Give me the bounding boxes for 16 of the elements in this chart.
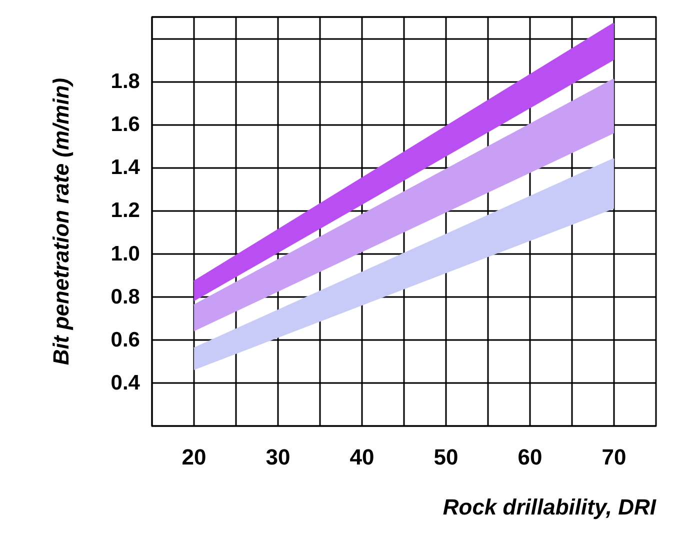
x-tick-label: 70: [602, 444, 626, 470]
x-tick-label: 30: [266, 444, 290, 470]
y-tick-label: 1.4: [110, 156, 140, 180]
y-tick-label: 1.0: [110, 242, 140, 266]
x-tick-label: 50: [434, 444, 458, 470]
y-tick-label: 1.2: [110, 199, 140, 222]
y-tick-label: 1.8: [110, 70, 140, 94]
y-tick-label: 0.4: [110, 371, 140, 394]
y-axis-title: Bit penetration rate (m/min): [48, 78, 74, 366]
y-tick-label: 0.8: [110, 285, 140, 308]
y-tick-label: 0.6: [110, 328, 140, 352]
x-tick-label: 20: [182, 444, 206, 470]
x-tick-label: 60: [518, 444, 542, 470]
x-tick-label: 40: [350, 444, 374, 470]
y-tick-label: 1.6: [110, 113, 140, 136]
x-axis-title: Rock drillability, DRI: [442, 494, 657, 520]
